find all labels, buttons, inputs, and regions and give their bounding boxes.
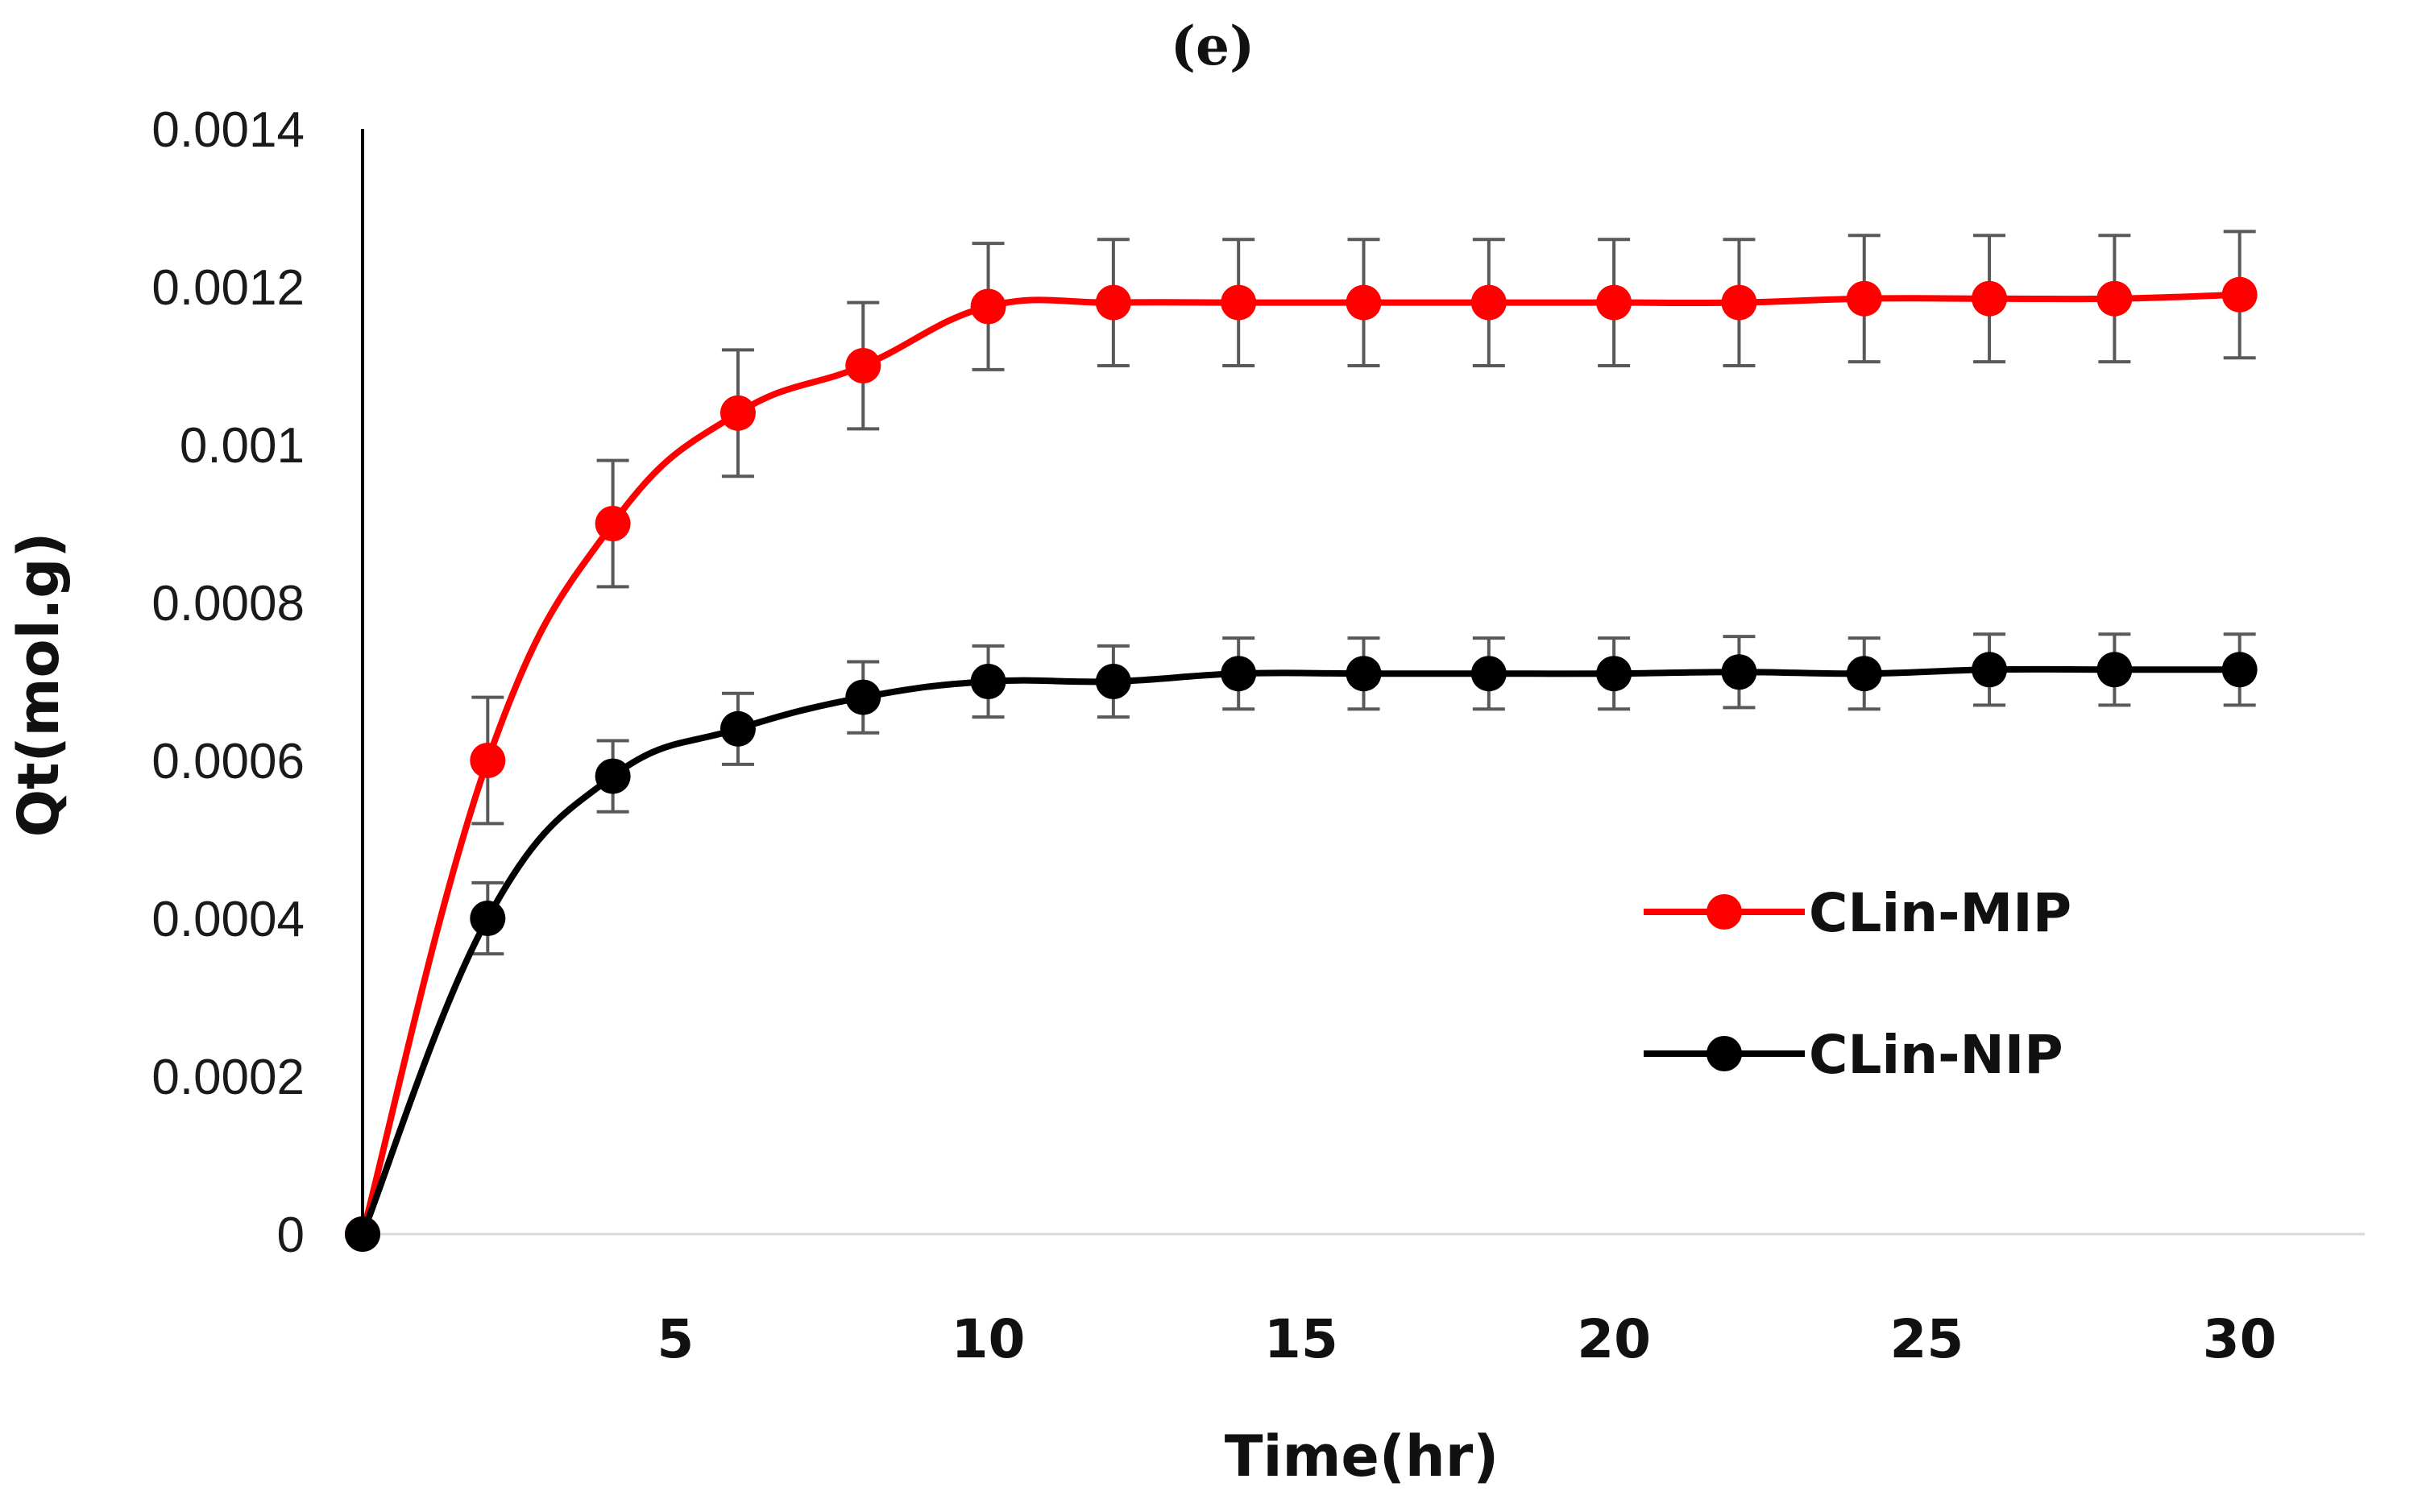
clin-nip-point (1221, 656, 1257, 692)
y-tick-label: 0.0014 (151, 102, 305, 158)
legend-entry-clin-nip: CLin-NIP (1644, 1024, 2063, 1086)
x-tick-label: 10 (952, 1308, 1026, 1370)
y-tick-label: 0.0002 (151, 1050, 305, 1105)
clin-nip-point (1721, 654, 1757, 690)
clin-nip-point (720, 710, 756, 747)
y-tick-label: 0 (277, 1208, 305, 1263)
panel-label: (e) (1171, 14, 1254, 77)
clin-nip-point (2096, 652, 2133, 688)
clin-nip-point (1095, 664, 1131, 699)
clin-mip-point (1346, 284, 1382, 321)
clin-mip-point (1596, 284, 1632, 321)
clin-nip-line (359, 665, 2240, 1236)
x-tick-label: 30 (2203, 1308, 2277, 1370)
clin-nip-point (1470, 656, 1507, 692)
clin-mip-point (845, 348, 881, 383)
clin-nip-point (1346, 656, 1382, 692)
x-tick-labels: 5 10 15 20 25 30 (657, 1308, 2276, 1370)
clin-mip-point (1846, 280, 1882, 317)
series-markers (345, 276, 2258, 1252)
clin-mip-point (720, 395, 756, 431)
y-tick-label: 0.0008 (151, 576, 305, 632)
clin-mip-point (1721, 284, 1757, 321)
legend-swatch-marker (1706, 894, 1742, 930)
x-tick-label: 25 (1889, 1308, 1964, 1370)
legend: CLin-MIP CLin-NIP (1644, 882, 2071, 1086)
clin-nip-point (1596, 656, 1632, 692)
clin-nip-point (2221, 652, 2258, 688)
clin-mip-point (595, 506, 631, 541)
clin-nip-point (595, 758, 631, 794)
clin-mip-point (1972, 280, 2008, 317)
clin-mip-point (1470, 284, 1507, 321)
clin-mip-point (1221, 284, 1257, 321)
x-tick-label: 5 (657, 1308, 694, 1370)
x-tick-label: 20 (1577, 1308, 1651, 1370)
clin-mip-point (470, 743, 506, 778)
clin-mip-line (359, 291, 2240, 1236)
legend-entry-clin-mip: CLin-MIP (1644, 882, 2071, 944)
clin-mip-point (2221, 276, 2258, 313)
x-axis-title: Time(hr) (1225, 1423, 1499, 1489)
clin-nip-point (970, 664, 1006, 699)
clin-nip-point (845, 679, 881, 715)
clin-mip-point (970, 288, 1006, 325)
y-tick-label: 0.0004 (151, 892, 305, 947)
y-tick-label: 0.001 (180, 418, 305, 474)
clin-mip-point (1095, 284, 1131, 321)
clin-mip-point (2096, 280, 2133, 317)
error-bars (471, 230, 2256, 956)
clin-nip-point (345, 1216, 380, 1252)
series-lines (359, 291, 2240, 1236)
y-tick-labels: 0 0.0002 0.0004 0.0006 0.0008 0.001 0.0012 0.00… (151, 102, 305, 1263)
x-tick-label: 15 (1264, 1308, 1338, 1370)
legend-label: CLin-MIP (1809, 882, 2071, 944)
y-axis-title: Qt(mol.g) (6, 532, 72, 838)
legend-label: CLin-NIP (1809, 1024, 2063, 1086)
y-tick-label: 0.0006 (151, 734, 305, 789)
legend-swatch-marker (1706, 1036, 1742, 1071)
clin-nip-point (470, 901, 506, 936)
clin-nip-point (1972, 652, 2008, 688)
y-tick-label: 0.0012 (151, 260, 305, 316)
clin-nip-point (1846, 656, 1882, 692)
